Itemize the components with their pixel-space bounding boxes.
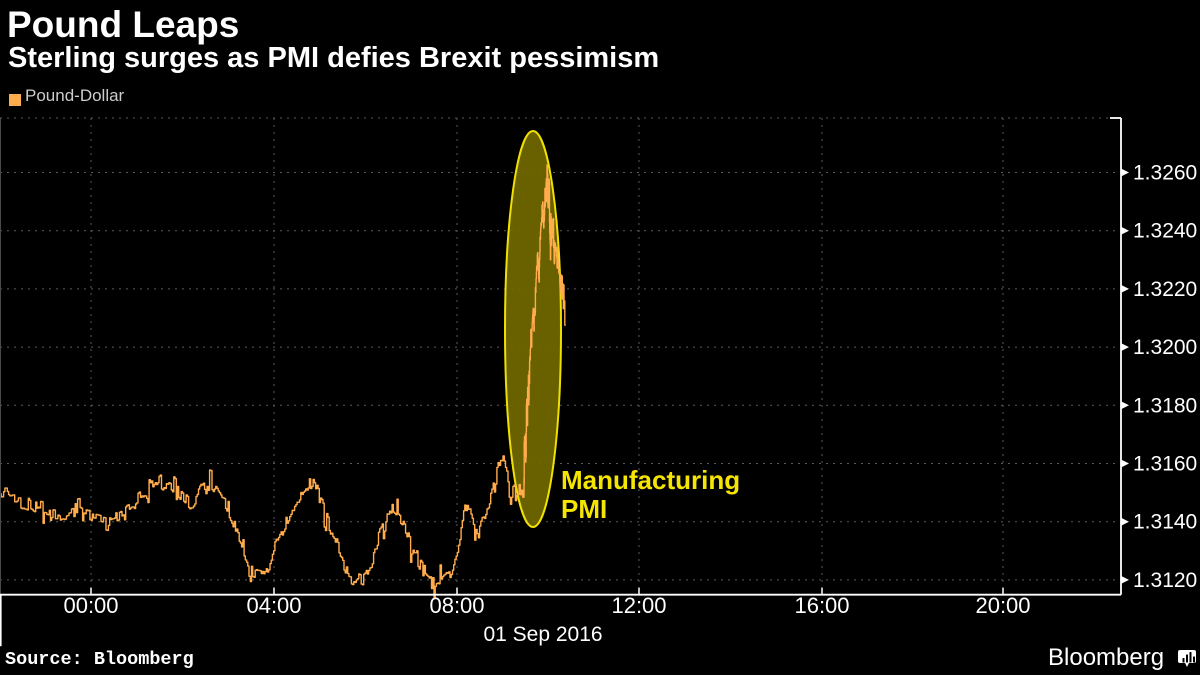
svg-text:20:00: 20:00 bbox=[975, 593, 1030, 618]
svg-text:00:00: 00:00 bbox=[63, 593, 118, 618]
svg-text:1.3160: 1.3160 bbox=[1133, 453, 1197, 476]
svg-text:1.3180: 1.3180 bbox=[1133, 394, 1197, 417]
svg-text:12:00: 12:00 bbox=[611, 593, 666, 618]
svg-text:Manufacturing: Manufacturing bbox=[561, 465, 740, 495]
svg-text:1.3200: 1.3200 bbox=[1133, 336, 1197, 359]
svg-text:1.3120: 1.3120 bbox=[1133, 569, 1197, 592]
svg-text:1.3220: 1.3220 bbox=[1133, 278, 1197, 301]
svg-text:01 Sep 2016: 01 Sep 2016 bbox=[483, 623, 602, 646]
svg-text:1.3140: 1.3140 bbox=[1133, 511, 1197, 534]
svg-text:1.3240: 1.3240 bbox=[1133, 220, 1197, 243]
svg-text:08:00: 08:00 bbox=[429, 593, 484, 618]
svg-text:04:00: 04:00 bbox=[246, 593, 301, 618]
svg-text:PMI: PMI bbox=[561, 494, 607, 524]
svg-text:16:00: 16:00 bbox=[794, 593, 849, 618]
svg-text:1.3260: 1.3260 bbox=[1133, 162, 1197, 185]
